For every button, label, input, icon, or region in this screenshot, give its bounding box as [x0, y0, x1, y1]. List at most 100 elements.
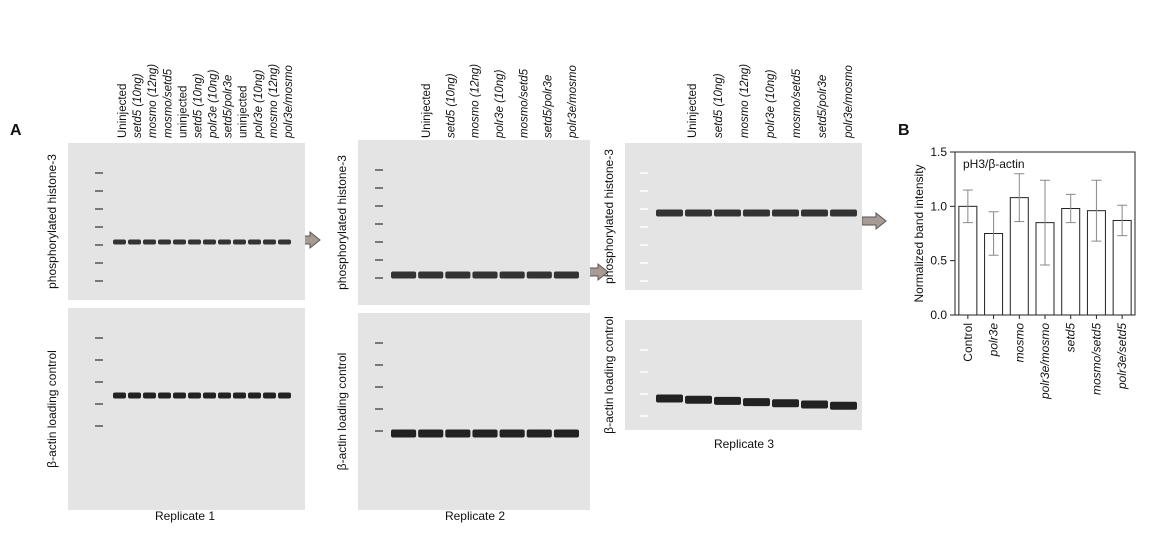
band — [830, 401, 857, 410]
band — [188, 392, 201, 399]
blot-label: phosphorylated histone-3 — [335, 155, 349, 290]
band — [263, 392, 276, 399]
lane-label: Uninjected — [421, 84, 433, 138]
replicate-label: Replicate 1 — [155, 509, 215, 523]
lane-label: polr3e/mosmo — [283, 65, 295, 139]
band — [418, 271, 444, 279]
y-tick-label: 1.0 — [930, 199, 947, 213]
band — [743, 398, 770, 407]
y-tick-label: 1.5 — [930, 145, 947, 159]
band — [173, 239, 186, 245]
band — [113, 239, 126, 245]
replicate-label: Replicate 3 — [714, 437, 774, 451]
band — [218, 239, 231, 245]
blot-label: β-actin loading control — [45, 350, 59, 468]
lane-label: polr3e/mosmo — [843, 65, 855, 139]
arrow — [861, 211, 887, 231]
band — [801, 400, 828, 409]
band — [656, 394, 683, 403]
blot-label: β-actin loading control — [335, 353, 349, 471]
lane-label: Uninjected — [117, 84, 129, 138]
blot — [68, 143, 305, 300]
lane-label: setd5 (10ng) — [132, 73, 144, 138]
lane-label: uninjected — [238, 86, 250, 138]
band — [113, 392, 126, 399]
band — [143, 239, 156, 245]
panel-letter: A — [10, 122, 22, 139]
x-tick-label: mosmo — [1012, 323, 1026, 363]
blot — [68, 308, 305, 510]
x-tick-label: Control — [961, 323, 975, 362]
lane-label: mosmo/setd5 — [791, 68, 803, 138]
lane-label: setd5/polr3e — [543, 75, 555, 138]
lane-label: setd5/polr3e — [817, 75, 829, 138]
band — [173, 392, 186, 399]
band — [685, 209, 712, 217]
band — [656, 209, 683, 217]
band — [278, 392, 291, 399]
lane-label: mosmo (12ng) — [147, 64, 159, 138]
lane-label: polr3e (10ng) — [494, 69, 506, 139]
blot — [358, 140, 590, 305]
band — [685, 395, 712, 404]
band — [445, 429, 471, 438]
x-tick-label: polr3e/mosmo — [1038, 323, 1052, 400]
band — [445, 271, 471, 279]
bar — [1061, 208, 1081, 316]
x-tick-label: polr3e — [987, 323, 1001, 358]
x-tick-label: setd5 — [1064, 323, 1078, 353]
band — [203, 239, 216, 245]
band — [472, 429, 498, 438]
lane-label: polr3e (10ng) — [208, 69, 220, 139]
band — [248, 239, 261, 245]
band — [158, 392, 171, 399]
band — [128, 239, 141, 245]
band — [553, 429, 579, 438]
band — [714, 209, 741, 217]
band — [499, 429, 525, 438]
blot — [358, 313, 590, 510]
panel-letter: B — [898, 122, 910, 139]
lane-label: polr3e/mosmo — [567, 65, 579, 139]
lane-label: mosmo/setd5 — [162, 68, 174, 138]
lane-label: setd5/polr3e — [223, 75, 235, 138]
band — [801, 209, 828, 217]
band — [830, 209, 857, 217]
annotation: pH3/β-actin — [963, 157, 1025, 171]
blot-label: phosphorylated histone-3 — [602, 149, 616, 284]
lane-label: setd5 (10ng) — [192, 73, 204, 138]
band — [526, 429, 552, 438]
band — [772, 209, 799, 217]
y-tick-label: 0.0 — [930, 308, 947, 322]
band — [233, 392, 246, 399]
band — [391, 429, 417, 438]
lane-label: mosmo (12ng) — [470, 64, 482, 138]
x-tick-label: mosmo/setd5 — [1089, 323, 1103, 395]
band — [499, 271, 525, 279]
lane-label: setd5 (10ng) — [445, 73, 457, 138]
band — [218, 392, 231, 399]
band — [248, 392, 261, 399]
band — [233, 239, 246, 245]
band — [526, 271, 552, 279]
lane-label: uninjected — [177, 86, 189, 138]
band — [263, 239, 276, 245]
lane-label: polr3e (10ng) — [765, 69, 777, 139]
lane-label: polr3e (10ng) — [253, 69, 265, 139]
blot — [625, 320, 862, 430]
y-axis-label: Normalized band intensity — [912, 164, 926, 302]
band — [158, 239, 171, 245]
band — [743, 209, 770, 217]
band — [418, 429, 444, 438]
band — [391, 271, 417, 279]
band — [472, 271, 498, 279]
band — [772, 399, 799, 408]
band — [278, 239, 291, 245]
lane-label: Uninjected — [687, 84, 699, 138]
band — [128, 392, 141, 399]
replicate-label: Replicate 2 — [445, 509, 505, 523]
lane-label: mosmo (12ng) — [739, 64, 751, 138]
lane-label: mosmo (12ng) — [268, 64, 280, 138]
lane-label: setd5 (10ng) — [713, 73, 725, 138]
